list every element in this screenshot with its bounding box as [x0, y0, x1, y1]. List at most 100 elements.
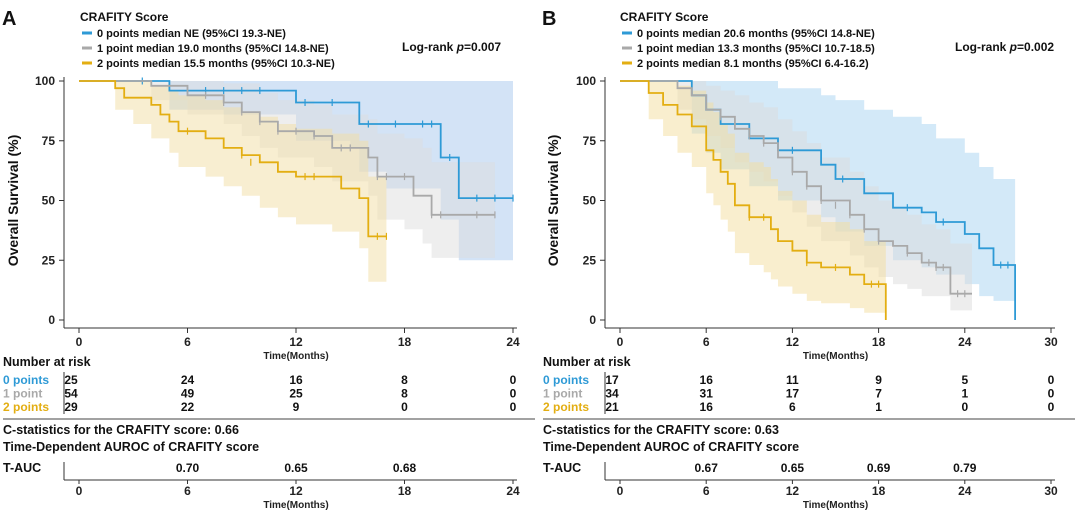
y-tick-label: 75 — [42, 134, 56, 148]
risk-label: 2 points — [3, 400, 49, 414]
risk-label: 1 point — [3, 387, 42, 401]
y-tick-label: 25 — [583, 253, 597, 267]
risk-value: 21 — [605, 400, 619, 414]
risk-label: 2 points — [543, 400, 589, 414]
risk-value: 24 — [181, 373, 195, 387]
risk-value: 11 — [786, 373, 799, 387]
auc-x-tick-label: 12 — [786, 484, 800, 498]
risk-title: Number at risk — [3, 355, 91, 369]
x-tick-label: 6 — [703, 335, 710, 349]
tauc-value: 0.65 — [781, 461, 805, 475]
auc-x-tick-label: 6 — [703, 484, 710, 498]
risk-label: 0 points — [543, 373, 589, 387]
y-tick-label: 0 — [48, 313, 55, 327]
risk-value: 0 — [1048, 400, 1055, 414]
logrank-text: Log-rank p=0.007 — [402, 40, 501, 54]
risk-value: 34 — [605, 387, 619, 401]
x-tick-label: 6 — [184, 335, 191, 349]
logrank-prefix: Log-rank — [955, 40, 1010, 54]
auc-x-tick-label: 0 — [617, 484, 624, 498]
survival-line-2-points — [620, 80, 887, 320]
auc-x-tick-label: 30 — [1044, 484, 1058, 498]
legend-title: CRAFITY Score — [80, 10, 169, 24]
y-tick-label: 50 — [583, 194, 597, 208]
survival-line-1-point — [620, 80, 972, 295]
tauc-label: T-AUC — [3, 461, 41, 475]
ci-band-2-points — [620, 81, 886, 318]
auc-x-tick-label: 18 — [872, 484, 886, 498]
auc-x-tick-label: 0 — [76, 484, 83, 498]
legend-entry: 2 points median 8.1 months (95%CI 6.4-16… — [637, 58, 869, 70]
panel-label: B — [542, 8, 556, 30]
auc-x-tick-label: 12 — [289, 484, 303, 498]
risk-value: 5 — [961, 373, 968, 387]
auroc-title: Time-Dependent AUROC of CRAFITY score — [543, 440, 799, 454]
tauc-value: 0.67 — [695, 461, 719, 475]
auc-x-tick-label: 24 — [958, 484, 972, 498]
risk-value: 17 — [786, 387, 800, 401]
risk-value: 16 — [289, 373, 303, 387]
risk-value: 1 — [961, 387, 968, 401]
risk-value: 8 — [401, 373, 408, 387]
logrank-value: =0.002 — [1017, 40, 1054, 54]
x-tick-label: 12 — [786, 335, 800, 349]
legend-entry: 1 point median 19.0 months (95%CI 14.8-N… — [97, 43, 329, 55]
tauc-value: 0.70 — [176, 461, 200, 475]
auc-x-axis-label: Time(Months) — [803, 500, 868, 511]
risk-value: 31 — [700, 387, 714, 401]
x-tick-label: 18 — [872, 335, 886, 349]
legend-entry: 0 points median NE (95%CI 19.3-NE) — [97, 28, 286, 40]
legend-entry: 2 points median 15.5 months (95%CI 10.3-… — [97, 58, 335, 70]
risk-value: 0 — [1048, 387, 1055, 401]
ci-band-1-point — [79, 81, 495, 258]
logrank-p: p — [1009, 40, 1017, 54]
risk-value: 0 — [510, 400, 517, 414]
auc-x-axis-label: Time(Months) — [263, 500, 328, 511]
risk-value: 25 — [64, 373, 78, 387]
risk-value: 9 — [293, 400, 300, 414]
risk-value: 49 — [181, 387, 195, 401]
risk-value: 29 — [64, 400, 78, 414]
logrank-text: Log-rank p=0.002 — [955, 40, 1054, 54]
auc-x-tick-label: 24 — [506, 484, 520, 498]
risk-value: 0 — [401, 400, 408, 414]
risk-value: 22 — [181, 400, 195, 414]
risk-value: 1 — [875, 400, 882, 414]
ci-band-0-points — [79, 81, 513, 261]
panel-label: A — [2, 8, 16, 30]
risk-value: 6 — [789, 400, 796, 414]
x-axis-label: Time(Months) — [263, 351, 328, 362]
risk-value: 17 — [605, 373, 619, 387]
auc-x-tick-label: 18 — [398, 484, 412, 498]
x-tick-label: 12 — [289, 335, 303, 349]
risk-value: 0 — [510, 373, 517, 387]
y-tick-label: 50 — [42, 194, 56, 208]
risk-value: 16 — [700, 400, 714, 414]
risk-value: 8 — [401, 387, 408, 401]
y-axis-label: Overall Survival (%) — [545, 135, 561, 267]
y-tick-label: 75 — [583, 134, 597, 148]
y-tick-label: 25 — [42, 253, 56, 267]
x-tick-label: 18 — [398, 335, 412, 349]
x-tick-label: 24 — [958, 335, 972, 349]
risk-value: 25 — [289, 387, 303, 401]
legend-title: CRAFITY Score — [620, 10, 709, 24]
risk-value: 16 — [700, 373, 714, 387]
risk-value: 54 — [64, 387, 78, 401]
risk-value: 0 — [1048, 373, 1055, 387]
tauc-value: 0.69 — [867, 461, 891, 475]
y-axis-label: Overall Survival (%) — [5, 135, 21, 267]
x-tick-label: 24 — [506, 335, 520, 349]
risk-label: 0 points — [3, 373, 49, 387]
tauc-label: T-AUC — [543, 461, 581, 475]
legend-entry: 0 points median 20.6 months (95%CI 14.8-… — [637, 28, 875, 40]
risk-value: 9 — [875, 373, 882, 387]
risk-value: 0 — [510, 387, 517, 401]
c-statistics: C-statistics for the CRAFITY score: 0.63 — [543, 423, 779, 437]
logrank-prefix: Log-rank — [402, 40, 457, 54]
risk-title: Number at risk — [543, 355, 631, 369]
x-axis-label: Time(Months) — [803, 351, 868, 362]
x-tick-label: 30 — [1044, 335, 1058, 349]
panel-a: A CRAFITY Score 0 points median NE (95%CI … — [2, 8, 535, 511]
